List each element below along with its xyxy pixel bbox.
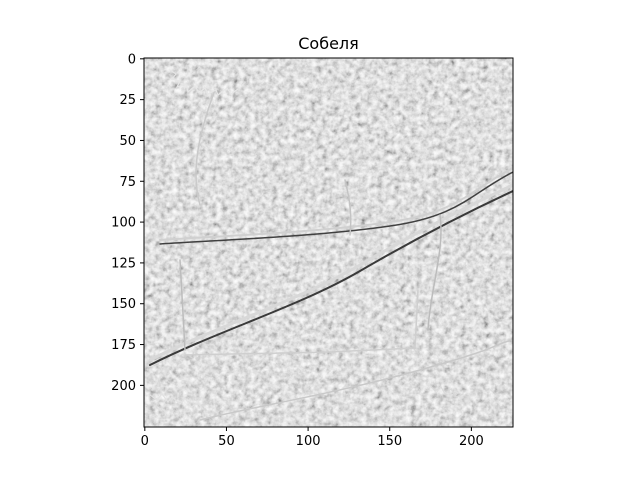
y-tick-label: 175: [111, 338, 136, 353]
y-tick-label: 125: [111, 256, 136, 271]
ridge-edge-light: [159, 167, 513, 241]
lower-road: [199, 339, 513, 421]
x-axis: 0 50 100 150 200: [141, 427, 484, 449]
path-mid: [344, 179, 352, 236]
y-tick-label: 50: [119, 134, 136, 149]
x-tick-label: 200: [459, 434, 484, 449]
y-tick-label: 100: [111, 216, 136, 231]
x-tick-label: 150: [377, 434, 402, 449]
y-axis: 0 25 50 75 100 125 150 175 200: [111, 52, 144, 394]
x-tick-label: 50: [218, 434, 235, 449]
y-tick-label: 200: [111, 379, 136, 394]
y-tick-label: 0: [128, 52, 136, 67]
edge-features: [148, 69, 513, 421]
road-edge-dark: [149, 190, 513, 366]
y-tick-label: 150: [111, 297, 136, 312]
y-tick-label: 75: [119, 175, 136, 190]
image-area: [144, 58, 513, 427]
edge-image: [144, 58, 513, 427]
path-left: [195, 89, 216, 206]
field-boundary-2: [179, 259, 186, 351]
ridge-edge-dark: [159, 171, 513, 245]
x-tick-label: 100: [296, 434, 321, 449]
chart-title: Собеля: [298, 34, 359, 53]
x-tick-label: 0: [141, 434, 149, 449]
y-tick-label: 25: [119, 93, 136, 108]
noise-cluster-right: [429, 384, 464, 398]
path-right: [427, 214, 442, 331]
field-boundary: [184, 289, 419, 356]
noise-cluster-bottom: [149, 393, 204, 410]
axes-frame: [143, 57, 514, 428]
noise-cluster-top: [169, 69, 239, 96]
road-edge-light: [148, 183, 513, 362]
